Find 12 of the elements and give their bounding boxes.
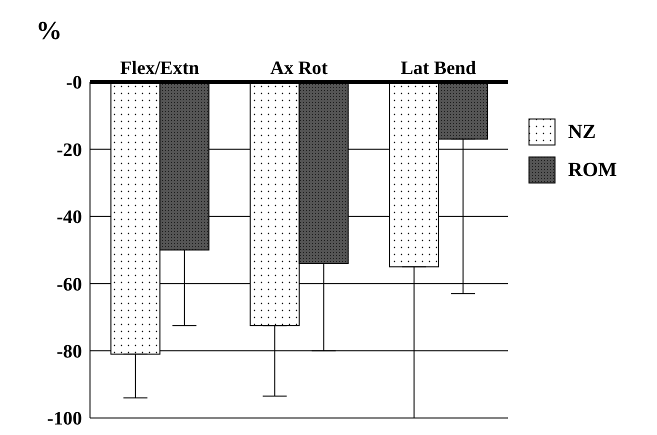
- y-tick-label: -20: [56, 140, 82, 161]
- y-tick-label: -100: [47, 408, 82, 430]
- y-tick-label: -0: [66, 72, 82, 94]
- y-axis-title: %: [36, 16, 62, 46]
- legend-label: ROM: [568, 158, 617, 182]
- legend-label: NZ: [568, 120, 596, 144]
- x-tick-label: Ax Rot: [270, 58, 328, 79]
- x-tick-label: Lat Bend: [400, 58, 477, 79]
- y-tick-label: -40: [56, 207, 82, 228]
- y-tick-label: -80: [56, 342, 82, 363]
- x-tick-label: Flex/Extn: [120, 58, 200, 79]
- y-tick-label: -60: [56, 274, 82, 296]
